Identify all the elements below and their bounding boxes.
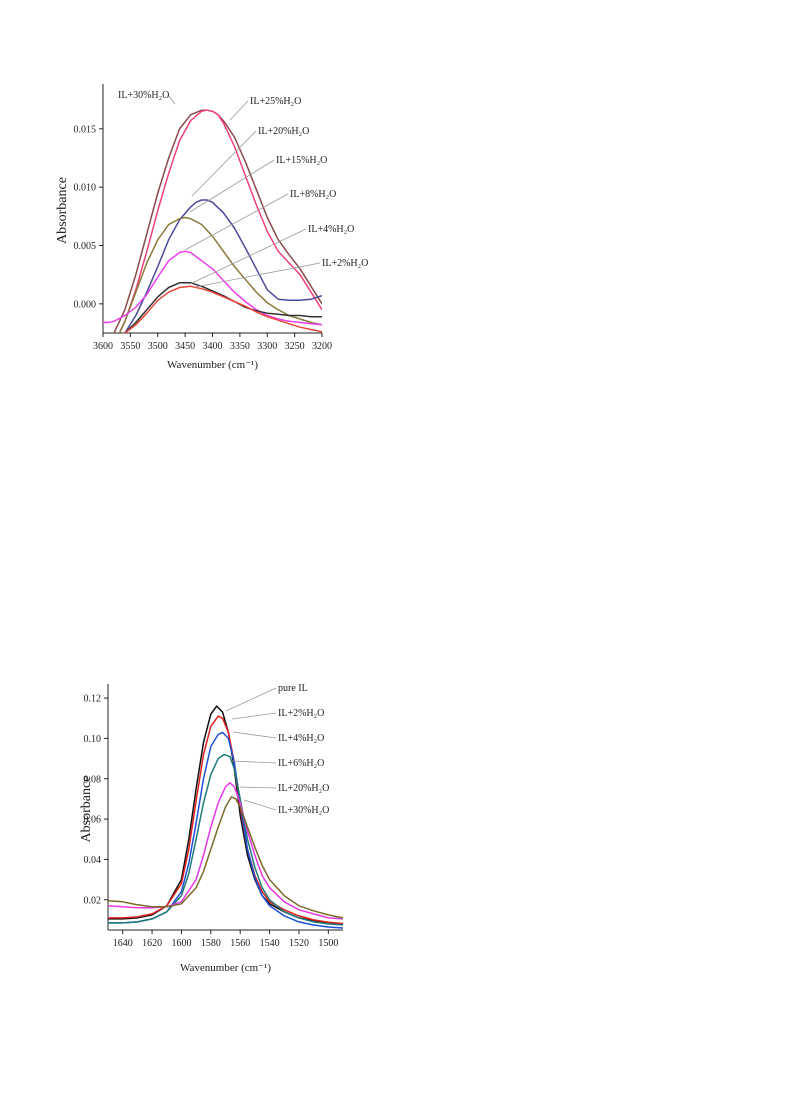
series-line [118, 109, 322, 333]
legend-leader-line [189, 159, 275, 213]
chart-oh-stretch: 3600 3550 3500 3450 3400 3350 3300 3250 3200 0.00… [55, 84, 368, 371]
y-tick-label: 0.06 [84, 815, 102, 826]
x-tick-label: 3600 [93, 341, 113, 352]
y-tick-label: 0.02 [84, 895, 102, 906]
chart-carbonyl-stretch: 1640 1620 1600 1580 1560 1540 1520 1500 0.02 0.04… [79, 683, 343, 974]
x-tick-label: 1520 [289, 938, 309, 949]
x-tick-label: 3350 [230, 341, 250, 352]
x-axis-title: Wavenumber (cm⁻¹) [180, 962, 271, 974]
y-tick-label: 0.10 [84, 734, 102, 745]
x-tick-label: 3250 [285, 341, 305, 352]
y-tick-label: 0.005 [74, 241, 97, 252]
x-tick-label: 1620 [142, 938, 162, 949]
x-tick-label: 3550 [120, 341, 140, 352]
x-tick-label: 1600 [171, 938, 191, 949]
legend-label: IL+2%H₂O [322, 258, 368, 269]
series-line [123, 199, 322, 333]
x-tick-label: 3500 [148, 341, 168, 352]
x-tick-label: 3200 [312, 341, 332, 352]
legend-leader-line [189, 228, 307, 285]
legend-label: IL+8%H₂O [290, 189, 336, 200]
legend-label: pure IL [278, 683, 308, 694]
legend-label: IL+15%H₂O [276, 155, 327, 166]
series-line [108, 796, 343, 919]
legend-leader-line [167, 94, 176, 105]
legend-leader-line [184, 193, 289, 251]
series-line [123, 282, 322, 333]
y-tick-label: 0.12 [84, 694, 102, 705]
y-tick-label: 0.08 [84, 774, 102, 785]
legend-label: IL+4%H₂O [278, 733, 324, 744]
series-line [108, 715, 343, 925]
legend-leader-line [232, 731, 277, 739]
series-line [112, 109, 322, 333]
legend-leader-line [231, 760, 277, 764]
legend-label: IL+4%H₂O [308, 224, 354, 235]
x-tick-label: 1640 [113, 938, 133, 949]
legend-label: IL+30%H₂O [278, 805, 329, 816]
legend-label: IL+2%H₂O [278, 708, 324, 719]
legend-leader-line [243, 799, 277, 811]
legend-leader-line [231, 712, 277, 720]
legend-label: IL+30%H₂O [118, 90, 169, 101]
legend-label: IL+6%H₂O [278, 758, 324, 769]
x-axis-title: Wavenumber (cm⁻¹) [167, 359, 258, 371]
y-tick-label: 0.000 [74, 299, 97, 310]
legend-label: IL+25%H₂O [250, 96, 301, 107]
series-line [103, 250, 322, 326]
legend-leader-line [229, 100, 249, 121]
legend-leader-line [191, 130, 257, 197]
y-tick-label: 0.015 [74, 124, 97, 135]
y-axis-title: Absorbance [79, 776, 94, 843]
series-line [123, 285, 322, 333]
legend-leader-line [194, 262, 321, 288]
series-group [103, 109, 322, 333]
y-axis-title: Absorbance [55, 177, 70, 244]
x-tick-label: 1540 [260, 938, 280, 949]
x-tick-label: 1560 [230, 938, 250, 949]
legend-label: IL+20%H₂O [278, 783, 329, 794]
x-tick-label: 3450 [175, 341, 195, 352]
series-line [108, 753, 343, 926]
series-line [108, 782, 343, 920]
x-tick-label: 1500 [318, 938, 338, 949]
page: 3600 3550 3500 3450 3400 3350 3300 3250 3200 0.00… [55, 84, 369, 974]
x-tick-label: 3400 [203, 341, 223, 352]
y-tick-label: 0.010 [74, 183, 97, 194]
series-line [118, 216, 322, 333]
y-tick-label: 0.04 [84, 855, 102, 866]
x-tick-label: 1580 [201, 938, 221, 949]
series-group [108, 705, 343, 929]
legend-leader-line [239, 786, 277, 789]
legend-label: IL+20%H₂O [258, 126, 309, 137]
x-tick-label: 3300 [257, 341, 277, 352]
legend-leader-line [225, 687, 277, 712]
